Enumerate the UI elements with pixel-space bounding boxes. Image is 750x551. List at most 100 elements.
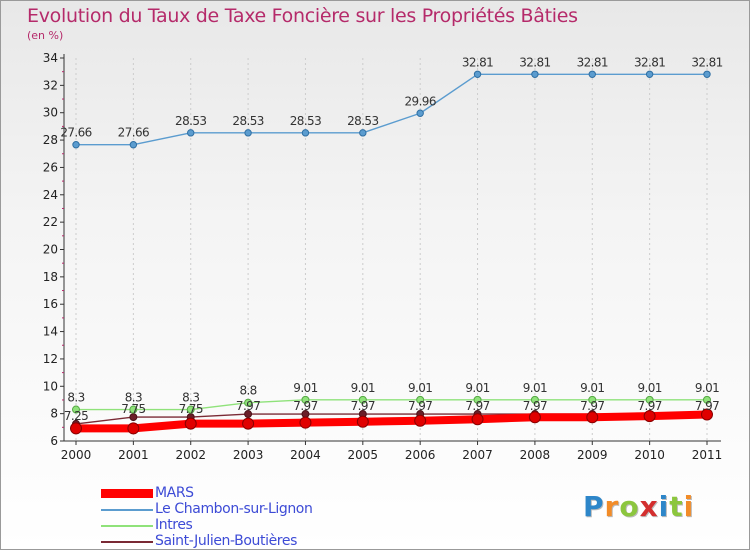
logo-letter: x <box>639 490 659 523</box>
data-label-chambon: 28.53 <box>175 114 206 128</box>
data-point-intres <box>129 405 138 414</box>
data-label-chambon: 32.81 <box>462 55 493 69</box>
data-label-saint-julien: 7.75 <box>121 402 145 416</box>
data-point-mars <box>184 417 197 430</box>
data-label-intres: 9.01 <box>637 381 661 395</box>
data-label-chambon: 28.53 <box>290 114 321 128</box>
x-tick-label: 2002 <box>175 448 206 462</box>
data-label-intres: 9.01 <box>580 381 604 395</box>
data-label-intres: 8.3 <box>125 391 142 405</box>
y-tick-label: 34 <box>43 51 58 65</box>
x-tick-label: 2005 <box>348 448 379 462</box>
y-tick-label: 28 <box>43 133 58 147</box>
x-tick-label: 2011 <box>692 448 723 462</box>
data-label-saint-julien: 7.75 <box>179 402 203 416</box>
x-tick-label: 2004 <box>290 448 321 462</box>
legend-swatch-saint-julien <box>101 541 153 543</box>
chart-title: Evolution du Taux de Taxe Foncière sur l… <box>27 5 578 27</box>
y-tick-label: 8 <box>50 407 58 421</box>
data-point-intres <box>358 395 367 404</box>
data-point-intres <box>416 395 425 404</box>
logo-letter: i <box>683 490 695 523</box>
data-label-intres: 9.01 <box>523 381 547 395</box>
data-label-saint-julien: 7.97 <box>236 399 260 413</box>
data-label-chambon: 32.81 <box>691 55 722 69</box>
data-label-saint-julien: 7.97 <box>637 399 661 413</box>
x-tick-label: 2009 <box>577 448 608 462</box>
data-label-saint-julien: 7.25 <box>64 409 88 423</box>
data-point-mars <box>471 413 484 426</box>
data-label-saint-julien: 7.97 <box>408 399 432 413</box>
legend-label-intres: Intres <box>155 517 193 533</box>
data-label-saint-julien: 7.97 <box>465 399 489 413</box>
data-label-intres: 8.3 <box>67 391 84 405</box>
data-point-chambon <box>301 129 310 137</box>
y-tick-label: 30 <box>43 106 58 120</box>
x-tick-label: 2010 <box>634 448 665 462</box>
data-label-intres: 8.3 <box>182 391 199 405</box>
data-label-saint-julien: 7.97 <box>351 399 375 413</box>
data-point-mars <box>356 415 369 428</box>
data-label-intres: 9.01 <box>695 381 719 395</box>
logo-letter: t <box>669 490 684 523</box>
proxiti-logo: Proxiti <box>583 490 694 523</box>
legend-label-saint-julien: Saint-Julien-Boutières <box>155 533 297 549</box>
legend-swatch-intres <box>101 525 153 527</box>
data-point-mars <box>701 408 713 421</box>
data-point-intres <box>530 395 539 404</box>
x-tick-label: 2000 <box>61 448 92 462</box>
data-point-intres <box>473 395 482 404</box>
data-point-intres <box>645 395 654 404</box>
y-tick-label: 24 <box>43 188 58 202</box>
data-label-intres: 8.8 <box>239 384 256 398</box>
data-label-saint-julien: 7.97 <box>695 399 719 413</box>
x-tick-label: 2006 <box>405 448 436 462</box>
logo-letter: r <box>604 490 620 523</box>
data-point-intres <box>703 395 711 404</box>
data-point-chambon <box>645 70 654 78</box>
data-point-mars <box>127 422 140 435</box>
x-tick-label: 2007 <box>462 448 493 462</box>
data-label-saint-julien: 7.97 <box>523 399 547 413</box>
data-point-chambon <box>129 141 138 149</box>
data-point-intres <box>244 398 253 407</box>
data-label-chambon: 28.53 <box>232 114 263 128</box>
data-label-chambon: 32.81 <box>577 55 608 69</box>
data-point-chambon <box>531 70 539 78</box>
legend-swatch-chambon <box>101 509 153 511</box>
x-tick-label: 2001 <box>118 448 149 462</box>
data-point-chambon <box>359 129 367 137</box>
series-line-intres <box>75 399 708 411</box>
logo-letter: i <box>658 490 670 523</box>
data-point-chambon <box>473 70 482 78</box>
data-label-saint-julien: 7.97 <box>580 399 604 413</box>
data-point-mars <box>586 411 599 424</box>
data-point-mars <box>70 422 82 435</box>
data-label-chambon: 32.81 <box>519 55 550 69</box>
legend-label-mars: MARS <box>155 485 194 501</box>
series-line-chambon <box>75 73 708 146</box>
y-tick-label: 12 <box>43 352 58 366</box>
x-tick-label: 2003 <box>233 448 264 462</box>
y-tick-label: 16 <box>43 297 58 311</box>
x-tick-label: 2008 <box>520 448 551 462</box>
data-point-chambon <box>588 70 596 78</box>
y-tick-label: 10 <box>43 379 58 393</box>
data-label-saint-julien: 7.97 <box>293 399 317 413</box>
data-label-chambon: 29.96 <box>405 94 436 108</box>
data-point-mars <box>242 417 255 430</box>
data-point-chambon <box>72 141 80 149</box>
data-point-intres <box>72 405 80 414</box>
y-tick-label: 18 <box>43 270 58 284</box>
y-tick-label: 26 <box>43 160 58 174</box>
chart-unit-label: (en %) <box>27 29 64 42</box>
y-tick-label: 32 <box>43 78 58 92</box>
data-point-intres <box>588 395 597 404</box>
y-tick-label: 6 <box>50 434 58 448</box>
logo-letter: o <box>619 490 640 523</box>
series-line-mars <box>72 410 711 433</box>
data-point-chambon <box>703 70 711 78</box>
data-point-mars <box>299 416 312 429</box>
